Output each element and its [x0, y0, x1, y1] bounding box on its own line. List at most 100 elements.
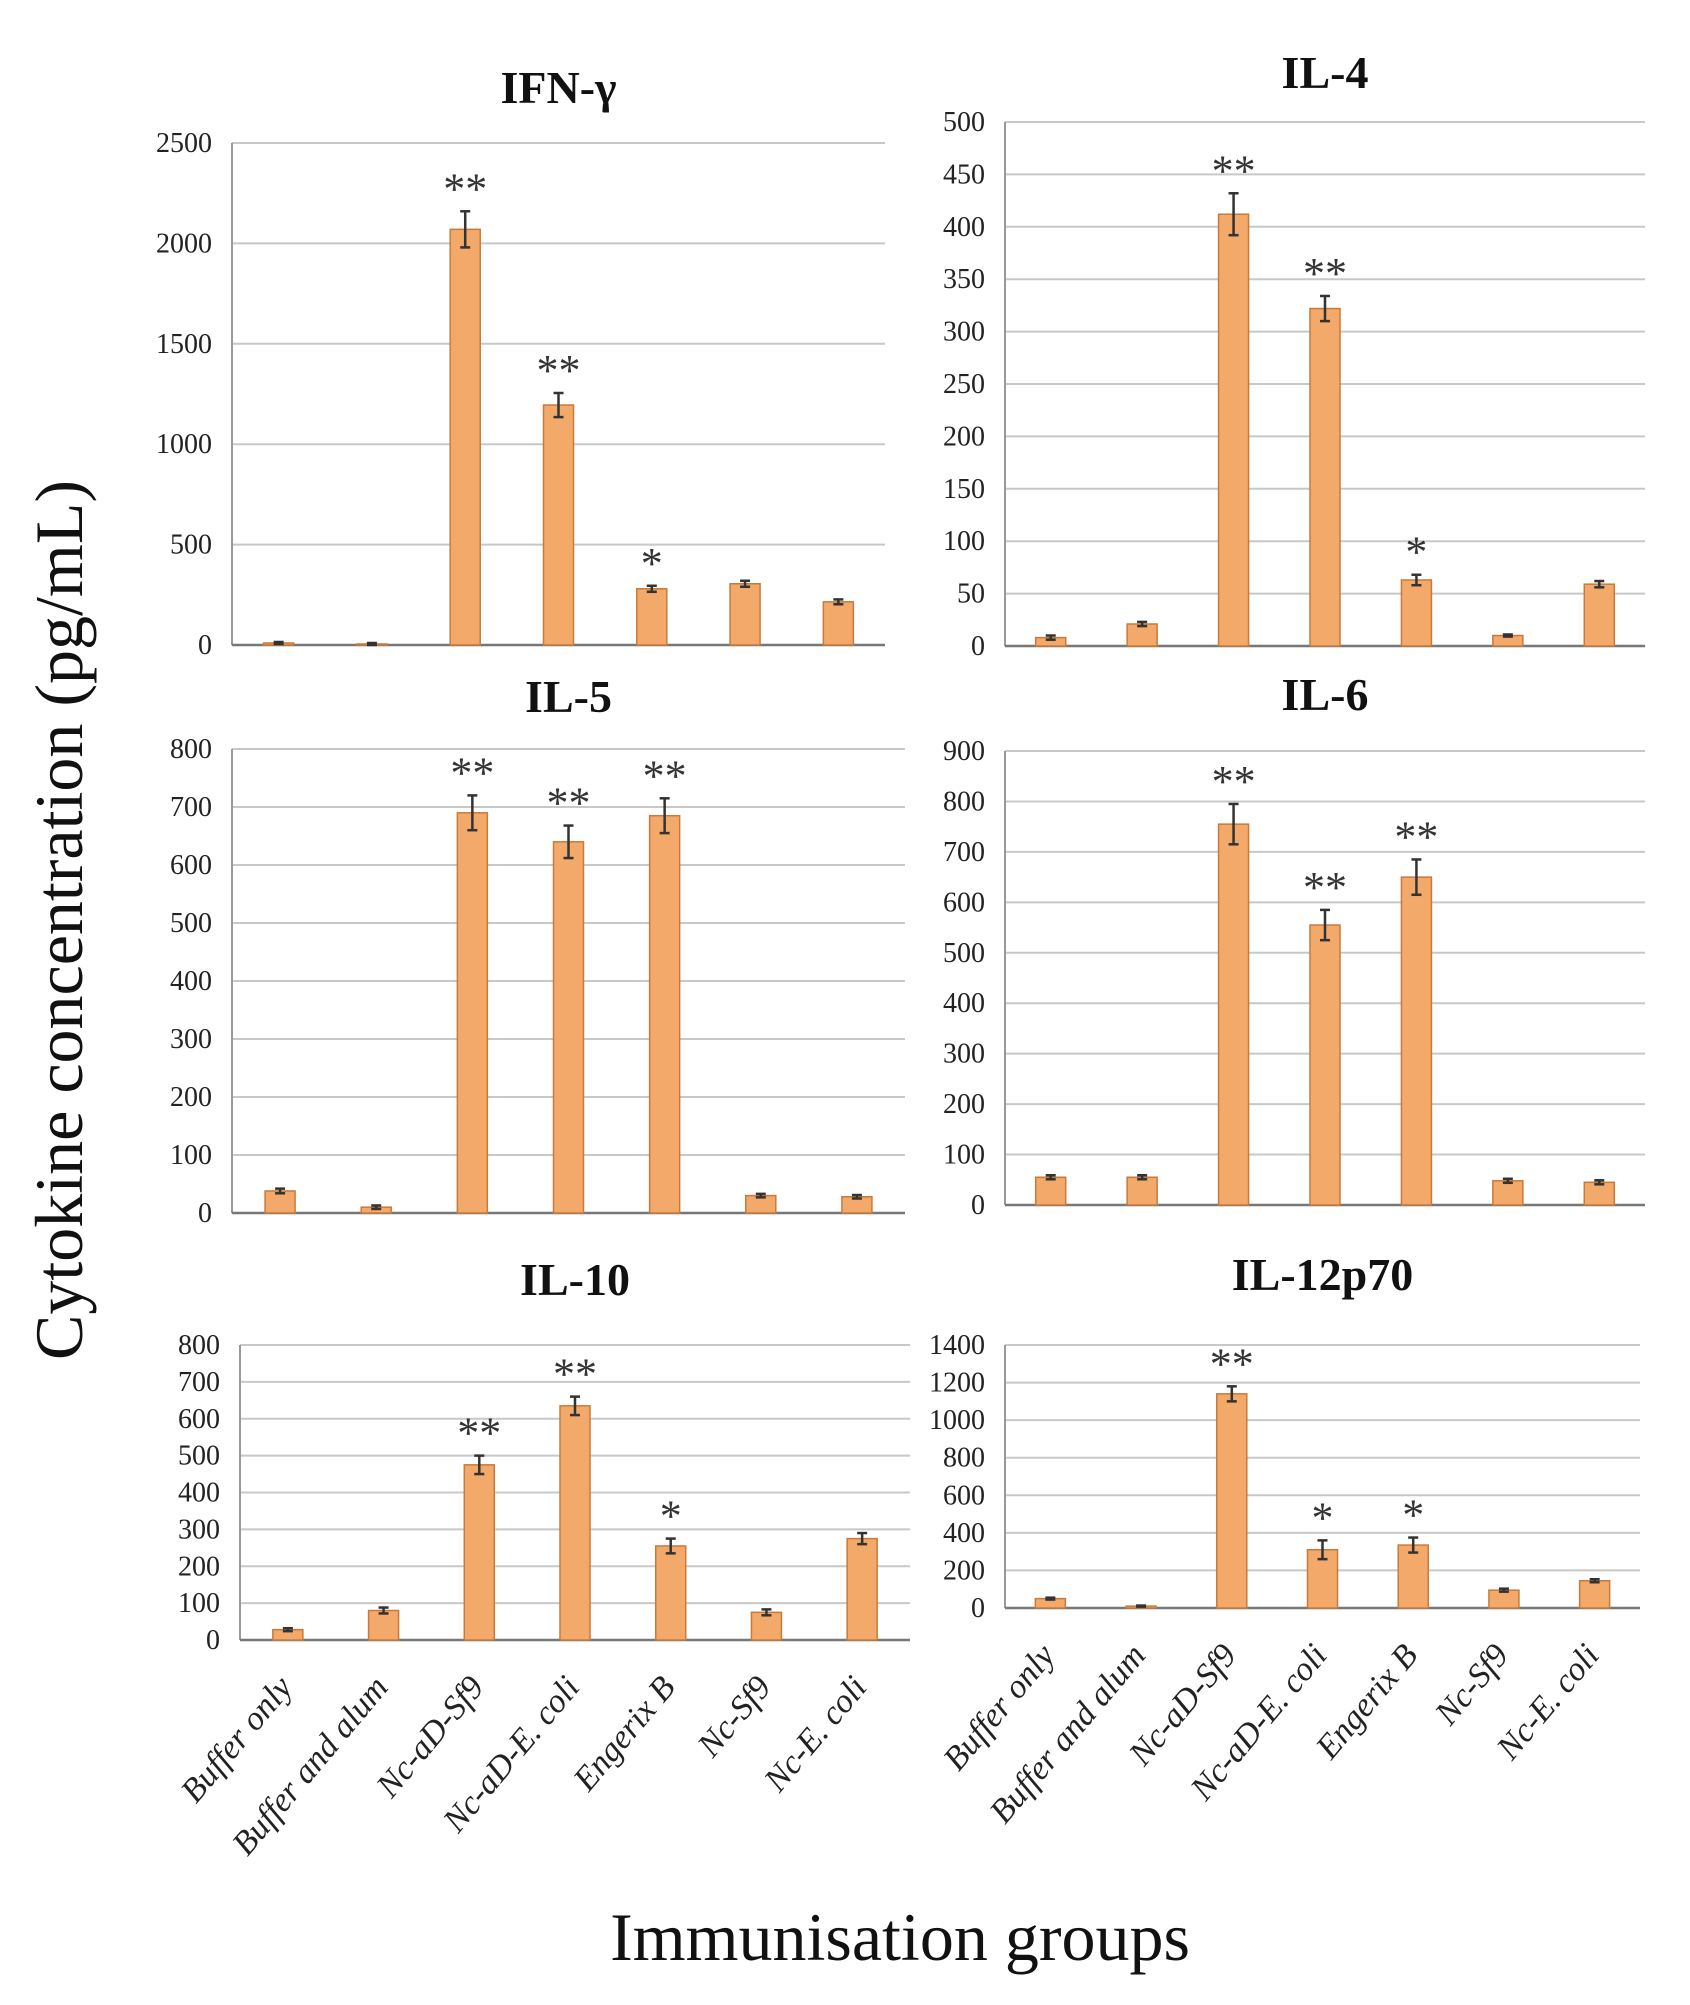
y-tick-label: 800 — [943, 786, 985, 817]
y-tick-label: 600 — [178, 1404, 220, 1435]
y-tick-label: 400 — [178, 1478, 220, 1509]
significance-marker: ** — [1303, 863, 1347, 912]
significance-marker: ** — [1210, 1339, 1254, 1388]
y-tick-label: 350 — [943, 264, 985, 295]
significance-marker: * — [660, 1492, 682, 1541]
bar-nc-e-coli — [822, 601, 855, 646]
y-tick-label: 1500 — [156, 329, 212, 360]
y-tick-label: 600 — [170, 850, 212, 881]
y-tick-label: 50 — [957, 579, 985, 610]
bar-nc-ad-sf9 — [449, 228, 481, 646]
y-tick-label: 200 — [178, 1551, 220, 1582]
panel-title: IL-4 — [1282, 47, 1369, 98]
x-category-label: Nc-Sf9 — [690, 1669, 778, 1764]
bar-buffer-and-alum — [1126, 1176, 1158, 1206]
y-tick-label: 1000 — [156, 429, 212, 460]
significance-marker: ** — [1394, 812, 1438, 861]
y-tick-label: 250 — [943, 369, 985, 400]
significance-marker: ** — [537, 346, 581, 395]
y-tick-label: 0 — [971, 1593, 985, 1624]
bar-nc-e-coli — [1583, 583, 1616, 647]
y-tick-label: 600 — [943, 887, 985, 918]
significance-marker: * — [1402, 1491, 1424, 1540]
bar-nc-e-coli — [1578, 1580, 1611, 1609]
y-tick-label: 500 — [943, 107, 985, 138]
y-tick-label: 200 — [943, 421, 985, 452]
bar-buffer-only — [1034, 1176, 1067, 1206]
bar-nc-sf9 — [1492, 1180, 1524, 1206]
y-tick-label: 100 — [943, 1140, 985, 1171]
y-tick-label: 600 — [943, 1480, 985, 1511]
y-axis-title: Cytokine concentration (pg/mL) — [21, 480, 97, 1360]
y-tick-label: 100 — [178, 1588, 220, 1619]
significance-marker: * — [641, 539, 663, 588]
significance-marker: * — [1312, 1493, 1334, 1542]
y-tick-label: 700 — [170, 792, 212, 823]
x-axis-title: Immunisation groups — [610, 1899, 1190, 1975]
y-tick-label: 0 — [971, 631, 985, 662]
y-tick-label: 1400 — [929, 1330, 985, 1361]
significance-marker: ** — [553, 1350, 597, 1399]
y-tick-label: 2500 — [156, 128, 212, 159]
y-tick-label: 400 — [943, 1518, 985, 1549]
panel-title: IL-5 — [525, 671, 612, 722]
y-tick-label: 0 — [206, 1625, 220, 1656]
panel-title: IL-10 — [520, 1254, 630, 1305]
significance-marker: ** — [457, 1409, 501, 1458]
y-tick-label: 700 — [178, 1367, 220, 1398]
significance-marker: ** — [547, 779, 591, 828]
bar-nc-ad-sf9 — [1217, 213, 1250, 647]
y-tick-label: 200 — [943, 1555, 985, 1586]
y-tick-label: 800 — [170, 734, 212, 765]
bar-engerix-b — [648, 814, 681, 1214]
y-tick-label: 700 — [943, 837, 985, 868]
y-tick-label: 400 — [943, 212, 985, 243]
y-tick-label: 100 — [943, 526, 985, 557]
y-tick-label: 0 — [971, 1190, 985, 1221]
significance-marker: ** — [443, 164, 487, 213]
y-tick-label: 900 — [943, 736, 985, 767]
bar-nc-ad-sf9 — [463, 1464, 496, 1641]
bar-nc-e-coli — [846, 1537, 878, 1641]
bar-nc-ad-e-coli — [559, 1405, 591, 1641]
y-tick-label: 450 — [943, 159, 985, 190]
bar-engerix-b — [636, 588, 668, 646]
y-tick-label: 150 — [943, 474, 985, 505]
y-tick-label: 2000 — [156, 228, 212, 259]
y-tick-label: 100 — [170, 1140, 212, 1171]
panel-title: IFN-γ — [500, 62, 616, 113]
significance-marker: ** — [1212, 757, 1256, 806]
y-tick-label: 200 — [943, 1089, 985, 1120]
panel-il-6: IL-6 0 100 200 300 400 500 600 700 800 900 ** ** ** — [943, 669, 1645, 1221]
y-tick-label: 500 — [178, 1441, 220, 1472]
y-tick-label: 0 — [198, 1198, 212, 1229]
y-tick-label: 300 — [943, 317, 985, 348]
bar-engerix-b — [1400, 579, 1433, 647]
panel-title: IL-12p70 — [1232, 1249, 1413, 1300]
bar-engerix-b — [1400, 876, 1433, 1206]
bar-nc-ad-sf9 — [1217, 823, 1250, 1206]
y-tick-label: 400 — [943, 988, 985, 1019]
y-tick-label: 300 — [178, 1514, 220, 1545]
y-tick-label: 1000 — [929, 1405, 985, 1436]
significance-marker: ** — [450, 748, 494, 797]
x-category-label: Buffer and alum — [983, 1637, 1153, 1830]
panel-title: IL-6 — [1282, 669, 1369, 720]
x-category-label: Engerix B — [566, 1669, 683, 1799]
x-category-label: Nc-E. coli — [757, 1669, 875, 1799]
significance-marker: ** — [1212, 146, 1256, 195]
bar-engerix-b — [654, 1545, 687, 1641]
bar-nc-sf9 — [750, 1611, 783, 1641]
y-tick-label: 0 — [198, 630, 212, 661]
panel-il-5: IL-5 0 100 200 300 400 500 600 700 800 ** ** ** — [170, 671, 905, 1229]
bar-buffer-and-alum — [367, 1609, 400, 1641]
bar-nc-ad-e-coli — [1309, 924, 1341, 1206]
y-tick-label: 1200 — [929, 1368, 985, 1399]
y-tick-label: 800 — [178, 1330, 220, 1361]
bar-nc-sf9 — [729, 583, 761, 646]
y-tick-label: 500 — [170, 530, 212, 561]
